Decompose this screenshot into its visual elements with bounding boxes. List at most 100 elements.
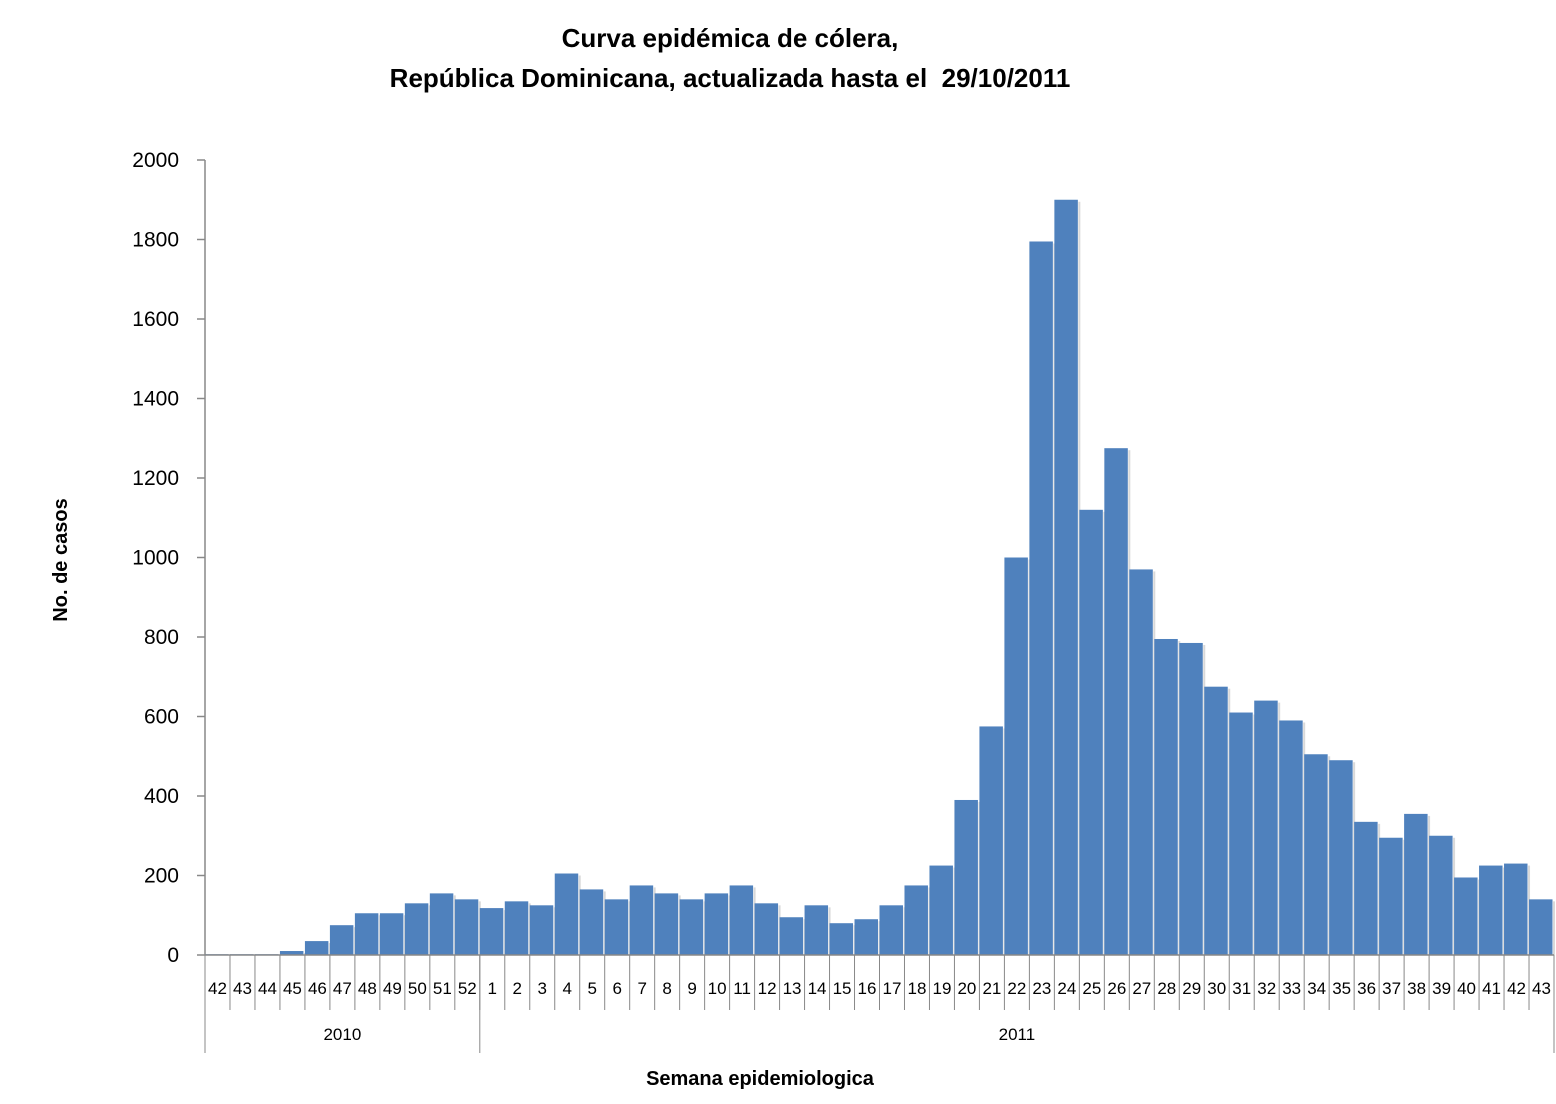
y-tick-label: 1200 [132, 467, 179, 490]
bar [1479, 865, 1503, 955]
bar [1329, 760, 1353, 955]
bar [1004, 557, 1028, 955]
bar [1029, 241, 1053, 956]
x-tick-label: 27 [1132, 979, 1151, 998]
bar [529, 905, 554, 955]
bar [554, 873, 579, 955]
x-tick-label: 50 [408, 979, 427, 998]
bar [954, 799, 978, 955]
x-group-label: 2010 [323, 1025, 361, 1044]
x-tick-label: 17 [883, 979, 902, 998]
x-tick-label: 19 [932, 979, 951, 998]
bar [1454, 877, 1478, 955]
bar [1304, 754, 1328, 955]
x-tick-label: 35 [1332, 979, 1351, 998]
bar [629, 885, 654, 955]
x-tick-label: 9 [687, 979, 696, 998]
x-axis-label: Semana epidemiologica [646, 1068, 875, 1090]
y-tick-label: 0 [167, 944, 179, 967]
x-tick-label: 39 [1432, 979, 1451, 998]
y-tick-label: 600 [144, 706, 179, 729]
bar [1179, 642, 1203, 955]
x-tick-label: 22 [1007, 979, 1026, 998]
x-tick-label: 21 [982, 979, 1001, 998]
y-tick-label: 200 [144, 865, 179, 888]
x-tick-label: 48 [358, 979, 377, 998]
x-tick-label: 2 [513, 979, 522, 998]
x-tick-label: 43 [233, 979, 252, 998]
x-tick-label: 42 [208, 979, 227, 998]
x-tick-label: 15 [833, 979, 852, 998]
chart-title: Curva epidémica de cólera, República Dom… [0, 18, 1460, 98]
bar [1279, 720, 1303, 955]
y-tick-label: 1600 [132, 308, 179, 331]
x-tick-label: 43 [1532, 979, 1551, 998]
bar [504, 901, 529, 955]
x-tick-label: 8 [662, 979, 671, 998]
bar [429, 893, 454, 955]
y-tick-label: 1400 [132, 388, 179, 411]
bar [804, 905, 829, 955]
y-tick-label: 1000 [132, 547, 179, 570]
bar [1404, 813, 1428, 955]
bar [704, 893, 729, 955]
bar [754, 903, 779, 955]
x-tick-label: 38 [1407, 979, 1426, 998]
bar [1354, 821, 1378, 955]
x-tick-label: 12 [758, 979, 777, 998]
x-tick-label: 10 [708, 979, 727, 998]
x-tick-label: 6 [612, 979, 621, 998]
y-tick-label: 400 [144, 785, 179, 808]
bar [904, 885, 928, 955]
x-tick-label: 23 [1032, 979, 1051, 998]
bar [979, 726, 1003, 955]
y-tick-label: 2000 [132, 149, 179, 172]
y-axis-label: No. de casos [50, 498, 72, 621]
x-tick-label: 40 [1457, 979, 1476, 998]
x-tick-label: 33 [1282, 979, 1301, 998]
bar [1154, 638, 1178, 955]
bar [654, 893, 679, 955]
x-group-label: 2011 [999, 1025, 1036, 1044]
x-tick-label: 46 [308, 979, 327, 998]
x-tick-label: 32 [1257, 979, 1276, 998]
x-tick-label: 20 [957, 979, 976, 998]
x-tick-label: 1 [488, 979, 497, 998]
bar [279, 951, 304, 955]
bar [604, 899, 629, 955]
x-tick-label: 13 [783, 979, 802, 998]
x-tick-label: 5 [587, 979, 596, 998]
bar [1429, 835, 1453, 955]
bar [1104, 448, 1128, 955]
bar [1504, 863, 1528, 955]
bar [1529, 899, 1553, 955]
bar [329, 925, 354, 955]
bar [1379, 837, 1403, 955]
x-tick-label: 51 [433, 979, 452, 998]
x-tick-label: 4 [562, 979, 571, 998]
x-tick-label: 28 [1157, 979, 1176, 998]
bar [454, 899, 479, 955]
bar [879, 905, 903, 955]
x-axis: 42 43 44 45 46 47 48 49 50 51 52 1 2 3 4 5 6 7 8 9 10 11 12 13 1… [204, 954, 1555, 1053]
x-tick-label: 29 [1182, 979, 1201, 998]
x-tick-label: 14 [808, 979, 827, 998]
x-tick-label: 18 [908, 979, 927, 998]
y-axis: 0 200 400 600 800 1000 1200 1400 1600 1800 2000 [132, 149, 206, 967]
y-tick-label: 800 [144, 626, 179, 649]
bars [205, 199, 1555, 956]
x-tick-label: 3 [538, 979, 547, 998]
y-tick-label: 1800 [132, 229, 179, 252]
x-tick-label: 47 [333, 979, 352, 998]
bar [1229, 712, 1253, 955]
x-tick-label: 25 [1082, 979, 1101, 998]
bar [829, 923, 854, 955]
bar [579, 889, 604, 955]
bar [929, 865, 953, 955]
x-tick-label: 41 [1482, 979, 1501, 998]
chart-title-line-1: Curva epidémica de cólera, [561, 23, 899, 53]
bar [1129, 569, 1153, 955]
x-tick-label: 36 [1357, 979, 1376, 998]
x-tick-label: 45 [283, 979, 302, 998]
bar [404, 903, 429, 955]
